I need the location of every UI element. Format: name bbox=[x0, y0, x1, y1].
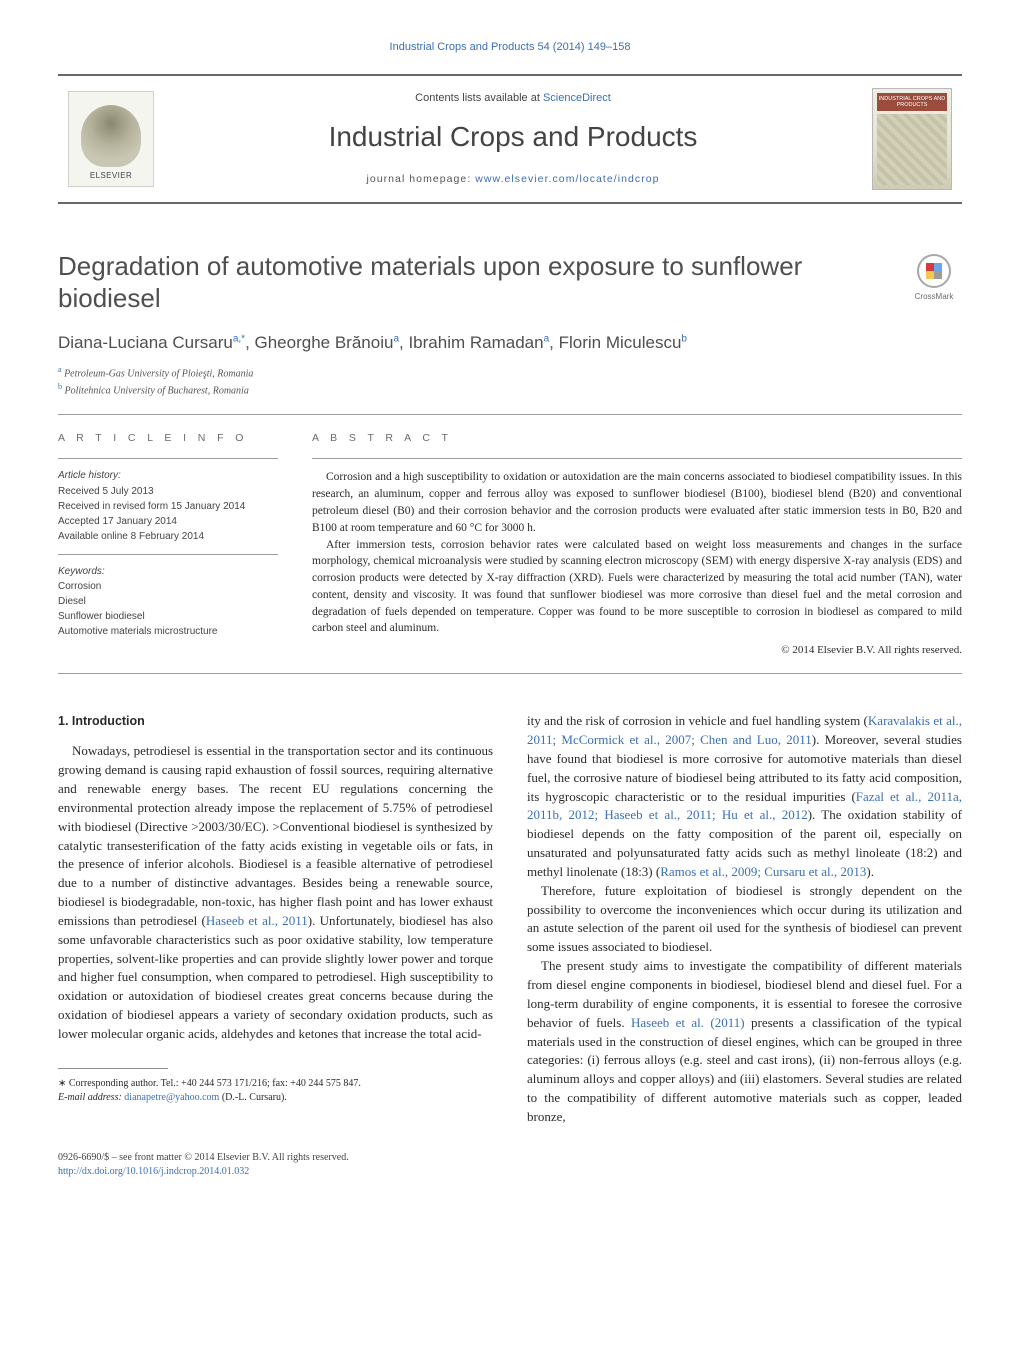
keywords-list: CorrosionDieselSunflower biodieselAutomo… bbox=[58, 579, 278, 639]
body-paragraph: Nowadays, petrodiesel is essential in th… bbox=[58, 742, 493, 1044]
crossmark-circle-icon bbox=[917, 254, 951, 288]
corresponding-author-footnote: ∗ Corresponding author. Tel.: +40 244 57… bbox=[58, 1077, 493, 1106]
footnote-star: ∗ bbox=[58, 1078, 66, 1089]
footer-left: 0926-6690/$ – see front matter © 2014 El… bbox=[58, 1151, 349, 1180]
keywords-title: Keywords: bbox=[58, 565, 278, 580]
citation-link[interactable]: Haseeb et al., 2011 bbox=[206, 913, 308, 928]
citation-link[interactable]: Haseeb et al. (2011) bbox=[631, 1015, 745, 1030]
footer-front-matter: 0926-6690/$ – see front matter © 2014 El… bbox=[58, 1152, 349, 1163]
crossmark-icon bbox=[926, 263, 942, 279]
article-info-heading: A R T I C L E I N F O bbox=[58, 431, 278, 446]
journal-reference: Industrial Crops and Products 54 (2014) … bbox=[58, 40, 962, 56]
crossmark-badge[interactable]: CrossMark bbox=[906, 254, 962, 303]
elsevier-logo: ELSEVIER bbox=[68, 91, 154, 187]
journal-cover-thumbnail: INDUSTRIAL CROPS AND PRODUCTS bbox=[872, 88, 952, 190]
homepage-prefix: journal homepage: bbox=[366, 173, 475, 185]
cover-body bbox=[877, 114, 947, 185]
authors-line: Diana-Luciana Cursarua,*, Gheorghe Brăno… bbox=[58, 331, 962, 356]
homepage-link[interactable]: www.elsevier.com/locate/indcrop bbox=[475, 173, 659, 185]
sciencedirect-link[interactable]: ScienceDirect bbox=[543, 92, 611, 104]
article-title: Degradation of automotive materials upon… bbox=[58, 250, 892, 315]
abstract-text: Corrosion and a high susceptibility to o… bbox=[312, 469, 962, 637]
article-info-column: A R T I C L E I N F O Article history: R… bbox=[58, 431, 278, 659]
journal-header: ELSEVIER Contents lists available at Sci… bbox=[58, 74, 962, 204]
email-link[interactable]: dianapetre@yahoo.com bbox=[124, 1092, 219, 1103]
abstract-copyright: © 2014 Elsevier B.V. All rights reserved… bbox=[312, 643, 962, 659]
email-label: E-mail address: bbox=[58, 1092, 124, 1103]
citation-link[interactable]: Ramos et al., 2009; Cursaru et al., 2013 bbox=[660, 864, 866, 879]
rule-bottom bbox=[58, 673, 962, 674]
section-1-heading: 1. Introduction bbox=[58, 712, 493, 730]
abstract-rule bbox=[312, 458, 962, 459]
body-paragraph: The present study aims to investigate th… bbox=[527, 957, 962, 1127]
footnote-separator bbox=[58, 1068, 168, 1069]
rule-top bbox=[58, 414, 962, 415]
article-history-title: Article history: bbox=[58, 469, 278, 484]
page-footer: 0926-6690/$ – see front matter © 2014 El… bbox=[58, 1151, 962, 1180]
email-suffix: (D.-L. Cursaru). bbox=[219, 1092, 286, 1103]
info-rule-1 bbox=[58, 458, 278, 459]
contents-line: Contents lists available at ScienceDirec… bbox=[170, 91, 856, 107]
crossmark-label: CrossMark bbox=[915, 291, 954, 303]
body-two-column: 1. Introduction Nowadays, petrodiesel is… bbox=[58, 712, 962, 1127]
homepage-line: journal homepage: www.elsevier.com/locat… bbox=[170, 172, 856, 187]
elsevier-label: ELSEVIER bbox=[90, 167, 132, 186]
footnote-text: Corresponding author. Tel.: +40 244 573 … bbox=[69, 1078, 361, 1089]
text-run: presents a classification of the typical… bbox=[527, 1015, 962, 1124]
doi-link[interactable]: http://dx.doi.org/10.1016/j.indcrop.2014… bbox=[58, 1166, 249, 1177]
body-paragraph: Therefore, future exploitation of biodie… bbox=[527, 882, 962, 957]
affiliations: a Petroleum-Gas University of Ploieşti, … bbox=[58, 364, 962, 399]
info-rule-2 bbox=[58, 554, 278, 555]
text-run: ). bbox=[866, 864, 874, 879]
text-run: Nowadays, petrodiesel is essential in th… bbox=[58, 743, 493, 928]
journal-title: Industrial Crops and Products bbox=[170, 117, 856, 158]
body-paragraph: ity and the risk of corrosion in vehicle… bbox=[527, 712, 962, 882]
article-history-lines: Received 5 July 2013Received in revised … bbox=[58, 484, 278, 544]
text-run: ity and the risk of corrosion in vehicle… bbox=[527, 713, 868, 728]
header-middle: Contents lists available at ScienceDirec… bbox=[170, 91, 856, 187]
abstract-heading: A B S T R A C T bbox=[312, 431, 962, 446]
contents-prefix: Contents lists available at bbox=[415, 92, 543, 104]
text-run: ). Unfortunately, biodiesel has also som… bbox=[58, 913, 493, 1041]
elsevier-tree-icon bbox=[81, 105, 141, 167]
abstract-column: A B S T R A C T Corrosion and a high sus… bbox=[312, 431, 962, 659]
cover-head-label: INDUSTRIAL CROPS AND PRODUCTS bbox=[877, 93, 947, 111]
